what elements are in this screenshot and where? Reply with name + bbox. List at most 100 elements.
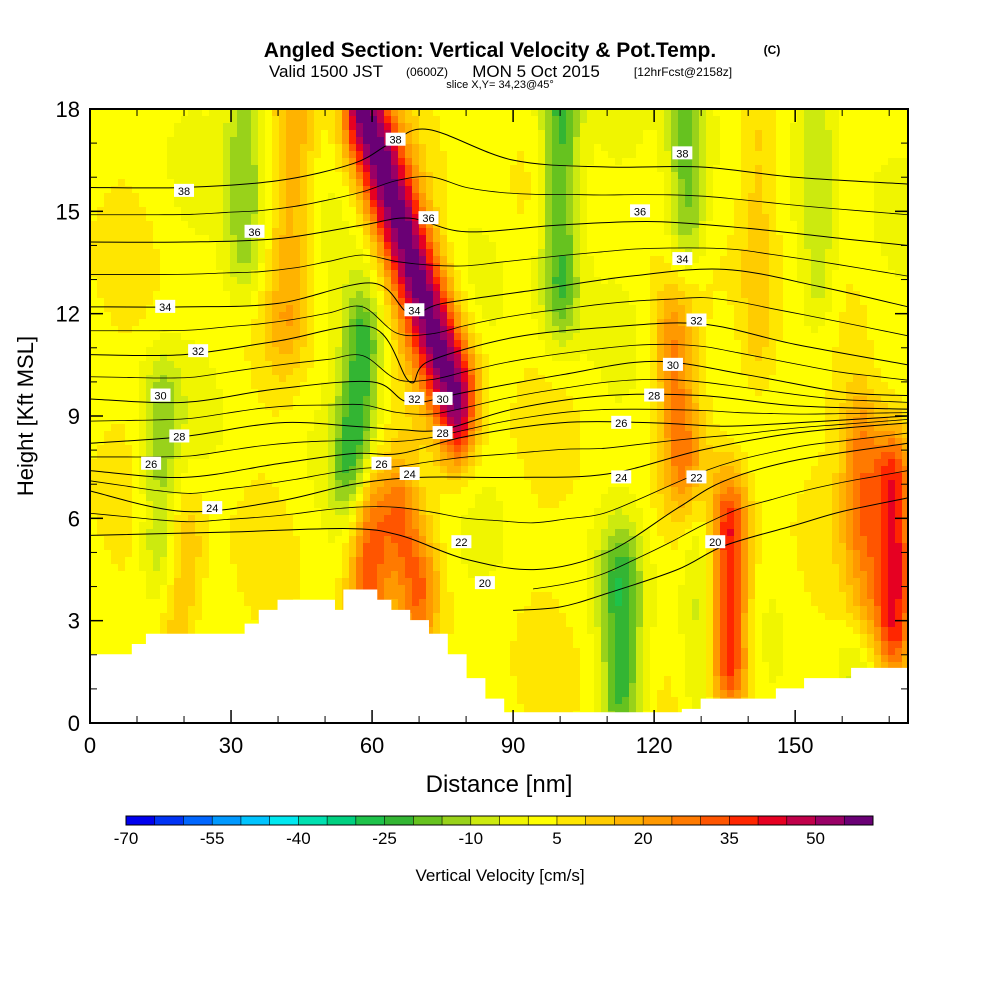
- velocity-cell: [265, 291, 273, 299]
- velocity-cell: [384, 396, 392, 404]
- velocity-cell: [664, 354, 672, 362]
- velocity-cell: [629, 228, 637, 236]
- velocity-cell: [174, 375, 182, 383]
- velocity-cell: [377, 263, 385, 271]
- velocity-cell: [237, 207, 245, 215]
- velocity-cell: [769, 347, 777, 355]
- velocity-cell: [783, 382, 791, 390]
- velocity-cell: [440, 277, 448, 285]
- velocity-cell: [405, 242, 413, 250]
- velocity-cell: [223, 165, 231, 173]
- velocity-cell: [167, 109, 175, 117]
- velocity-cell: [671, 382, 679, 390]
- velocity-cell: [874, 172, 882, 180]
- velocity-cell: [251, 361, 259, 369]
- velocity-cell: [251, 137, 259, 145]
- velocity-cell: [678, 172, 686, 180]
- velocity-cell: [202, 186, 210, 194]
- velocity-cell: [783, 312, 791, 320]
- velocity-cell: [797, 291, 805, 299]
- velocity-cell: [230, 151, 238, 159]
- velocity-cell: [139, 130, 147, 138]
- velocity-cell: [720, 235, 728, 243]
- velocity-cell: [874, 396, 882, 404]
- velocity-cell: [846, 368, 854, 376]
- velocity-cell: [629, 193, 637, 201]
- velocity-cell: [454, 305, 462, 313]
- velocity-cell: [167, 382, 175, 390]
- velocity-cell: [104, 368, 112, 376]
- velocity-cell: [797, 312, 805, 320]
- velocity-cell: [797, 109, 805, 117]
- velocity-cell: [559, 172, 567, 180]
- velocity-cell: [531, 165, 539, 173]
- velocity-cell: [370, 326, 378, 334]
- velocity-cell: [265, 368, 273, 376]
- velocity-cell: [454, 207, 462, 215]
- velocity-cell: [755, 207, 763, 215]
- velocity-cell: [419, 235, 427, 243]
- velocity-cell: [118, 235, 126, 243]
- velocity-cell: [272, 144, 280, 152]
- velocity-cell: [195, 179, 203, 187]
- velocity-cell: [447, 375, 455, 383]
- velocity-cell: [237, 249, 245, 257]
- velocity-cell: [118, 277, 126, 285]
- velocity-cell: [475, 333, 483, 341]
- velocity-cell: [811, 109, 819, 117]
- velocity-cell: [510, 277, 518, 285]
- velocity-cell: [881, 382, 889, 390]
- velocity-cell: [160, 242, 168, 250]
- velocity-cell: [902, 382, 908, 390]
- velocity-cell: [251, 256, 259, 264]
- velocity-cell: [566, 214, 574, 222]
- velocity-cell: [545, 144, 553, 152]
- velocity-cell: [874, 270, 882, 278]
- velocity-cell: [510, 354, 518, 362]
- velocity-cell: [125, 193, 133, 201]
- velocity-cell: [636, 165, 644, 173]
- velocity-cell: [552, 312, 560, 320]
- velocity-cell: [769, 242, 777, 250]
- velocity-cell: [769, 333, 777, 341]
- velocity-cell: [216, 291, 224, 299]
- velocity-cell: [419, 130, 427, 138]
- velocity-cell: [853, 312, 861, 320]
- velocity-cell: [601, 347, 609, 355]
- velocity-cell: [888, 116, 896, 124]
- velocity-cell: [223, 270, 231, 278]
- velocity-cell: [902, 200, 908, 208]
- velocity-cell: [853, 116, 861, 124]
- velocity-cell: [776, 256, 784, 264]
- velocity-cell: [489, 186, 497, 194]
- velocity-cell: [167, 179, 175, 187]
- velocity-cell: [286, 144, 294, 152]
- velocity-cell: [272, 382, 280, 390]
- velocity-cell: [349, 347, 357, 355]
- velocity-cell: [230, 109, 238, 117]
- velocity-cell: [125, 165, 133, 173]
- velocity-cell: [174, 284, 182, 292]
- velocity-cell: [734, 368, 742, 376]
- velocity-cell: [818, 137, 826, 145]
- velocity-cell: [804, 116, 812, 124]
- velocity-cell: [713, 361, 721, 369]
- velocity-cell: [377, 403, 385, 411]
- velocity-cell: [468, 109, 476, 117]
- velocity-cell: [692, 109, 700, 117]
- velocity-cell: [692, 375, 700, 383]
- velocity-cell: [790, 326, 798, 334]
- velocity-cell: [230, 137, 238, 145]
- velocity-cell: [545, 382, 553, 390]
- velocity-cell: [678, 396, 686, 404]
- velocity-cell: [741, 319, 749, 327]
- velocity-cell: [90, 382, 98, 390]
- velocity-cell: [321, 151, 329, 159]
- velocity-cell: [279, 207, 287, 215]
- velocity-cell: [888, 256, 896, 264]
- velocity-cell: [468, 333, 476, 341]
- velocity-cell: [244, 333, 252, 341]
- velocity-cell: [685, 389, 693, 397]
- velocity-cell: [895, 326, 903, 334]
- velocity-cell: [300, 235, 308, 243]
